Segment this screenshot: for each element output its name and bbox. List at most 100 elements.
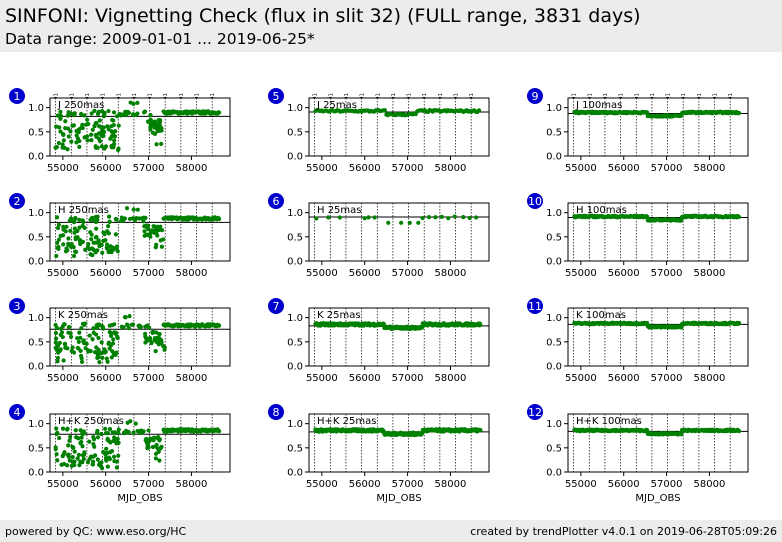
data-point (60, 145, 65, 150)
panel-number: 2 (14, 195, 21, 208)
data-point (161, 343, 166, 349)
data-point (89, 111, 94, 116)
data-point (111, 110, 117, 115)
data-point (103, 431, 109, 436)
x-tick-label: 56000 (90, 163, 122, 174)
panel-label: H+K 25mas (317, 416, 376, 427)
data-point (89, 237, 94, 242)
data-point (154, 142, 159, 147)
data-point (70, 455, 75, 460)
data-point (68, 434, 73, 439)
x-tick-label: 57000 (651, 479, 683, 490)
y-tick-label: 0.0 (546, 152, 562, 163)
y-axis-label: Relative_Flux (9, 204, 20, 270)
data-point (97, 139, 103, 144)
panel-number-badge (527, 88, 543, 104)
data-point (83, 247, 88, 252)
x-tick-label: 56000 (608, 163, 640, 174)
data-point (116, 427, 121, 432)
panel-number: 1 (14, 90, 21, 103)
y-axis-label: Relative_Flux (268, 204, 279, 270)
data-point (113, 129, 118, 134)
data-point (60, 454, 65, 459)
data-point (71, 220, 77, 225)
y-tick-label: 0.5 (546, 337, 562, 348)
footer-credit: powered by QC: www.eso.org/HC (5, 525, 187, 538)
data-point (474, 215, 479, 220)
y-tick-label: 1.0 (546, 208, 562, 219)
data-point (101, 326, 106, 331)
data-point (111, 454, 117, 459)
data-point (138, 324, 143, 330)
data-point (96, 109, 101, 114)
data-point (105, 464, 110, 469)
y-tick-label: 0.0 (287, 468, 303, 479)
panel-number-badge (268, 193, 284, 209)
data-point (147, 335, 153, 341)
data-point (76, 339, 81, 345)
data-point (736, 214, 742, 220)
data-point (467, 215, 472, 221)
data-point (104, 458, 109, 463)
data-point (65, 463, 70, 468)
data-point (82, 113, 87, 118)
data-point (362, 216, 367, 221)
x-tick-label: 56000 (608, 373, 640, 384)
data-point (137, 216, 142, 221)
x-tick-label: 57000 (392, 163, 424, 174)
plot-frame (308, 97, 490, 157)
y-tick-label: 0.0 (287, 152, 303, 163)
x-tick-label: 58000 (694, 373, 726, 384)
data-range-subtitle: Data range: 2009-01-01 ... 2019-06-25* (5, 30, 315, 48)
data-point (96, 348, 101, 354)
data-point (69, 463, 74, 468)
data-point (461, 214, 466, 220)
data-point (159, 141, 164, 146)
data-point (105, 359, 110, 364)
data-point (67, 325, 72, 330)
panel-number-badge (268, 298, 284, 314)
plot-frame (308, 413, 490, 473)
data-point (91, 330, 96, 335)
data-point (140, 430, 145, 435)
data-point (157, 118, 163, 123)
panel-10: H 100mas 10 0.0 0.5 1.0 55000 56000 57000 58000 R… (527, 193, 749, 279)
data-point (93, 219, 99, 225)
data-point (101, 114, 106, 119)
data-point (74, 435, 79, 440)
panel-label: H+K 100mas (576, 416, 642, 427)
panel-number-badge (9, 298, 25, 314)
data-point (135, 111, 140, 116)
data-point (81, 456, 86, 462)
data-point (85, 134, 90, 139)
data-point (68, 228, 73, 233)
data-point (141, 110, 147, 115)
y-tick-label: 1.0 (287, 208, 303, 219)
panel-number: 12 (528, 406, 542, 419)
panel-label: K 25mas (317, 310, 361, 321)
data-point (110, 245, 115, 250)
data-point (106, 340, 111, 345)
data-point (61, 227, 66, 232)
data-point (54, 336, 59, 341)
data-point (78, 335, 83, 340)
data-point (159, 244, 164, 249)
data-point (736, 320, 742, 326)
data-point (153, 125, 158, 130)
data-point (71, 253, 77, 259)
y-tick-label: 0.0 (28, 257, 44, 268)
data-point (79, 125, 84, 130)
x-tick-label: 58000 (176, 479, 208, 490)
data-point (112, 430, 118, 435)
x-tick-label: 57000 (133, 373, 165, 384)
data-point (157, 331, 162, 337)
x-tick-label: 56000 (90, 373, 122, 384)
data-point (78, 111, 84, 117)
y-tick-label: 1.0 (28, 103, 44, 114)
data-point (158, 126, 163, 131)
data-point (386, 220, 391, 225)
data-point (56, 244, 61, 250)
data-point (86, 348, 91, 353)
y-axis-label: Relative_Flux (527, 309, 538, 375)
y-axis-label: Relative_Flux (9, 99, 20, 165)
